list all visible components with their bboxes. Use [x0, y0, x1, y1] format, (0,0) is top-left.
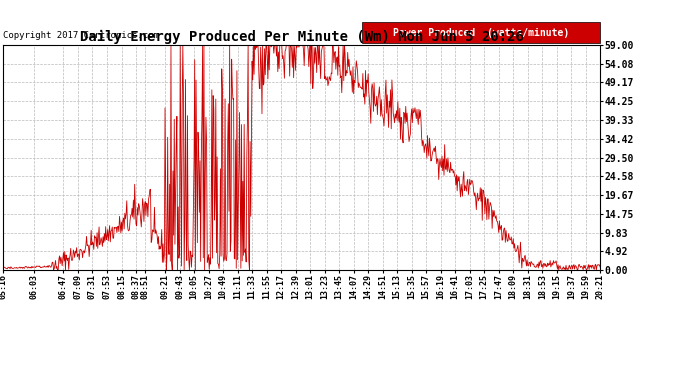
- FancyBboxPatch shape: [362, 22, 600, 43]
- Text: Power Produced  (watts/minute): Power Produced (watts/minute): [393, 28, 569, 38]
- Text: Copyright 2017 Cartronics.com: Copyright 2017 Cartronics.com: [3, 32, 159, 40]
- Title: Daily Energy Produced Per Minute (Wm) Mon Jun 5 20:26: Daily Energy Produced Per Minute (Wm) Mo…: [80, 30, 524, 44]
